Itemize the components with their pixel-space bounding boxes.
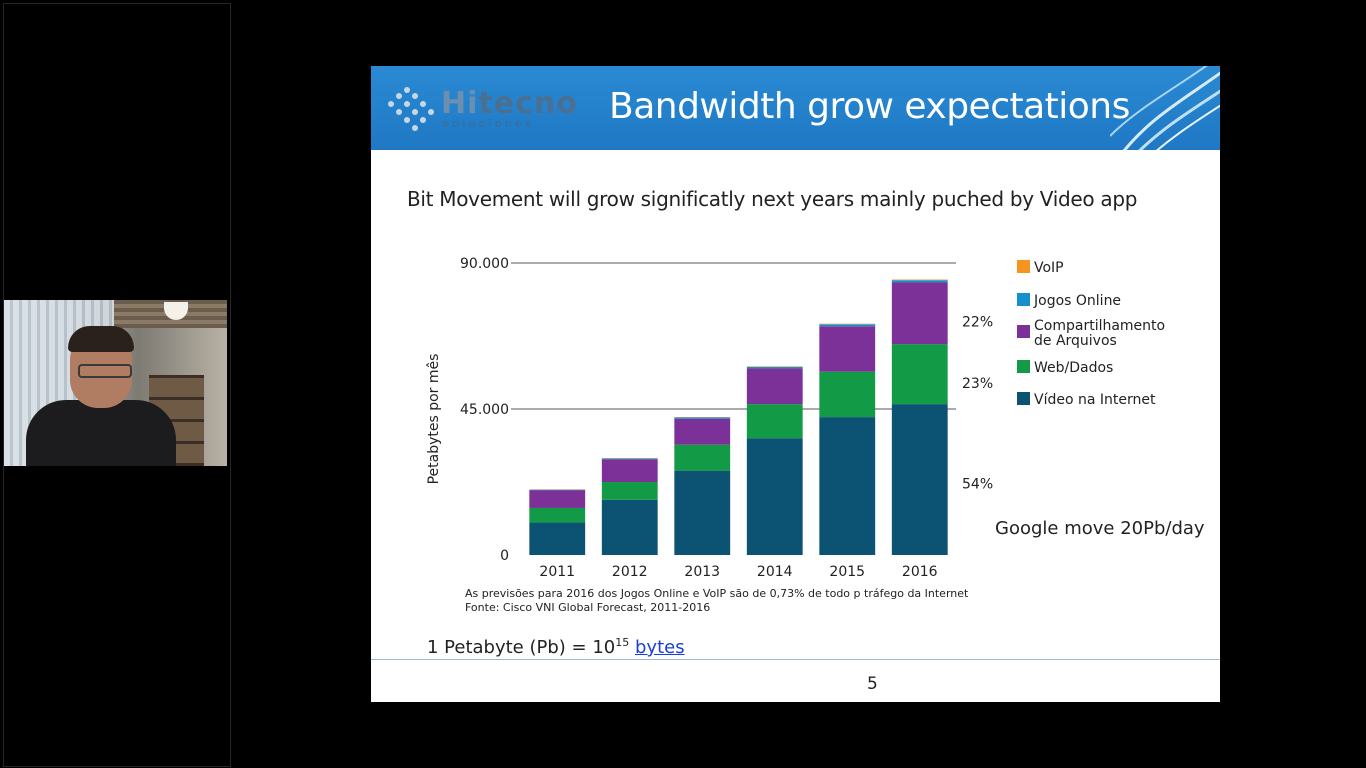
percentage-annotation: 22% (962, 314, 993, 330)
bar-segment (674, 418, 731, 445)
bar-segment (819, 417, 876, 555)
bar-segment (819, 326, 876, 372)
legend-label: Jogos Online (1033, 293, 1121, 309)
bar-segment (601, 459, 658, 482)
bar-segment (601, 458, 658, 460)
bar-segment (746, 366, 803, 369)
x-tick-label: 2012 (612, 564, 648, 580)
page-number: 5 (867, 674, 878, 694)
swirl-decoration-icon (1110, 66, 1220, 150)
bar-segment (819, 323, 876, 325)
webcam-lamp (164, 302, 188, 320)
bar-segment (891, 344, 948, 405)
petabyte-definition: 1 Petabyte (Pb) = 1015 bytes (427, 636, 685, 658)
presenter-hair (68, 326, 134, 352)
presenter-webcam (4, 300, 227, 466)
bar-segment (674, 417, 731, 419)
legend-label: VoIP (1034, 260, 1064, 276)
company-logo: Hitecno soluciones (385, 84, 595, 134)
bytes-link[interactable]: bytes (634, 637, 685, 658)
footnote-line: As previsões para 2016 dos Jogos Online … (465, 587, 969, 600)
x-tick-label: 2013 (684, 564, 720, 580)
x-tick-label: 2011 (539, 564, 575, 580)
legend-label: de Arquivos (1034, 333, 1117, 349)
bar-segment (746, 438, 803, 555)
percentage-annotation: 23% (962, 376, 993, 392)
logo-subtitle: soluciones (443, 118, 535, 130)
y-tick-label: 45.000 (460, 402, 509, 418)
petabyte-text: 1 Petabyte (Pb) = 10 (427, 637, 616, 658)
presenter-glasses (78, 364, 132, 378)
bar-segment (674, 444, 731, 471)
percentage-annotation: 54% (962, 477, 993, 493)
bar-segment (819, 324, 876, 327)
bar-segment (891, 280, 948, 283)
bar-segment (529, 490, 586, 508)
presentation-slide: Hitecno soluciones Bandwidth grow expect… (371, 66, 1220, 702)
bar-segment (674, 470, 731, 555)
y-tick-label: 90.000 (460, 256, 509, 272)
footnote-source: Fonte: Cisco VNI Global Forecast, 2011-2… (465, 601, 711, 614)
bandwidth-chart: 0 45.000 90.000 Petabytes por mês 2011 2012 20… (426, 256, 1165, 580)
footer-divider (371, 659, 1220, 660)
google-note: Google move 20Pb/day (995, 518, 1205, 539)
legend-label: Web/Dados (1034, 360, 1113, 376)
bar-segment (891, 279, 948, 281)
bar-segment (891, 404, 948, 555)
logo-rest: tecno (478, 86, 578, 121)
x-tick-label: 2015 (829, 564, 865, 580)
bar-segment (601, 499, 658, 555)
petabyte-exponent: 15 (615, 636, 630, 649)
chart-footnote: As previsões para 2016 dos Jogos Online … (465, 587, 968, 615)
x-tick-label: 2014 (757, 564, 793, 580)
y-axis-label: Petabytes por mês (426, 354, 442, 485)
legend-swatch (1017, 325, 1030, 338)
y-tick-label: 0 (500, 548, 509, 564)
legend-label: Compartilhamento (1034, 318, 1165, 334)
legend-swatch (1017, 260, 1030, 273)
legend-swatch (1017, 360, 1030, 373)
logo-wordmark: Hitecno (441, 86, 578, 121)
logo-hi: Hi (441, 86, 479, 121)
slide-subtitle: Bit Movement will grow significatly next… (407, 187, 1138, 211)
logo-dots-icon (388, 87, 434, 131)
slide-header: Hitecno soluciones Bandwidth grow expect… (371, 66, 1220, 150)
legend-swatch (1017, 293, 1030, 306)
legend-swatch (1017, 392, 1030, 405)
x-tick-label: 2016 (902, 564, 938, 580)
presenter-body (26, 400, 176, 466)
bar-segment (746, 368, 803, 405)
slide-title: Bandwidth grow expectations (609, 86, 1130, 127)
bar-segment (891, 282, 948, 345)
bar-segment (529, 507, 586, 523)
legend-label: Vídeo na Internet (1034, 392, 1156, 408)
bar-segment (819, 371, 876, 418)
bar-segment (601, 482, 658, 500)
bar-segment (746, 404, 803, 439)
bar-segment (529, 522, 586, 555)
